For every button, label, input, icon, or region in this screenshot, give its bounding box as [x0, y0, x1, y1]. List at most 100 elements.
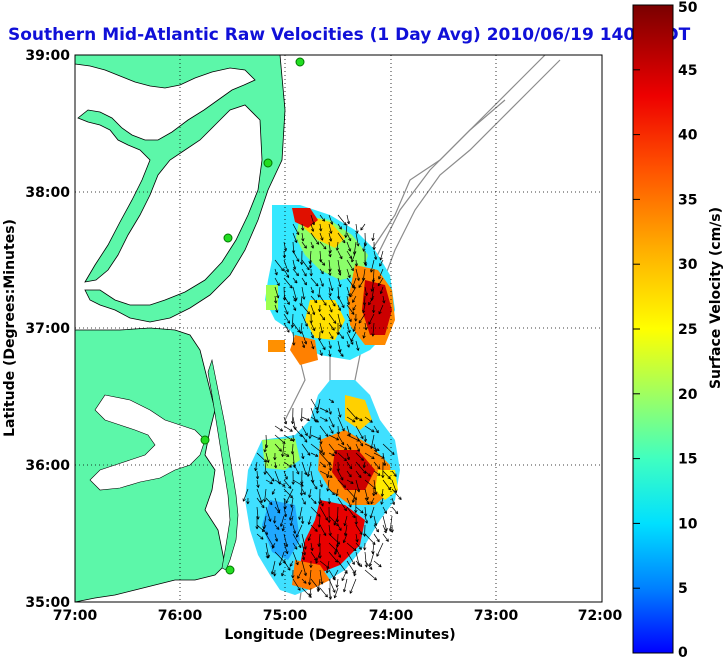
velocity-arrow	[337, 268, 342, 276]
velocity-arrow	[319, 569, 324, 585]
velocity-arrow	[263, 443, 267, 453]
velocity-arrow	[292, 277, 298, 284]
velocity-arrow	[310, 277, 319, 287]
velocity-arrow	[364, 551, 368, 568]
velocity-arrow	[333, 587, 339, 599]
velocity-arrow	[373, 425, 379, 434]
velocity-arrow	[319, 322, 324, 334]
velocity-arrow	[364, 560, 373, 570]
velocity-arrow	[319, 259, 326, 266]
velocity-arrow	[301, 241, 307, 249]
velocity-arrow	[274, 533, 279, 542]
velocity-arrow	[379, 250, 384, 261]
velocity-arrow	[301, 434, 308, 443]
velocity-arrow	[355, 533, 359, 543]
velocity-arrow	[328, 223, 333, 234]
velocity-arrow	[378, 304, 384, 315]
velocity-arrow	[346, 268, 351, 279]
velocity-arrow	[335, 488, 339, 497]
colorbar-ticks: 0 5 10 15 20 25 30 35 40 45 50	[633, 0, 698, 659]
velocity-arrow	[317, 286, 321, 298]
velocity-arrow	[355, 524, 363, 535]
velocity-arrow	[354, 259, 359, 267]
velocity-arrow	[328, 443, 337, 454]
velocity-arrow	[355, 470, 362, 479]
velocity-arrow	[319, 479, 323, 488]
velocity-arrow	[291, 569, 295, 579]
velocity-arrow	[382, 524, 387, 534]
velocity-arrow	[370, 259, 375, 273]
velocity-arrow	[337, 470, 344, 481]
velocity-arrow	[319, 295, 327, 306]
colorbar: 0 5 10 15 20 25 30 35 40 45 50 Surface Velocity (c…	[632, 0, 724, 659]
velocity-arrow	[373, 470, 381, 476]
velocity-arrow	[373, 479, 378, 495]
velocity-arrow	[355, 425, 364, 440]
velocity-arrow	[283, 241, 288, 252]
velocity-arrow	[292, 578, 301, 591]
velocity-arrow	[289, 515, 294, 527]
velocity-arrow	[265, 479, 273, 485]
velocity-arrow	[307, 515, 312, 525]
velocity-arrow	[364, 488, 369, 501]
velocity-arrow	[292, 542, 298, 550]
velocity-arrow	[283, 470, 288, 480]
velocity-arrow	[328, 452, 335, 457]
velocity-arrow	[246, 497, 250, 505]
velocity-arrow	[256, 452, 267, 463]
velocity-arrow	[344, 223, 348, 238]
land-mass	[75, 55, 286, 323]
y-tick-label: 35:00	[25, 595, 70, 611]
velocity-arrow	[292, 223, 300, 236]
velocity-arrow	[380, 488, 385, 497]
velocity-arrow	[310, 241, 314, 249]
velocity-arrow	[279, 515, 285, 527]
velocity-arrow	[355, 340, 360, 351]
velocity-arrow	[372, 241, 376, 251]
velocity-arrow	[351, 488, 357, 503]
velocity-arrow	[336, 425, 341, 435]
velocity-arrow	[351, 250, 357, 263]
velocity-arrow	[292, 259, 297, 270]
velocity-arrow	[274, 506, 281, 514]
velocity-arrow	[283, 425, 293, 432]
velocity-arrow	[256, 479, 260, 488]
velocity-arrow	[364, 569, 377, 581]
velocity-arrow	[319, 268, 324, 275]
velocity-arrow	[346, 551, 355, 565]
velocity-arrow	[382, 479, 391, 491]
velocity-arrow	[328, 331, 334, 340]
velocity-arrow	[274, 524, 280, 530]
velocity-arrow	[319, 470, 333, 478]
velocity-arrow	[364, 416, 373, 423]
velocity-arrow	[352, 295, 357, 303]
velocity-arrow	[310, 232, 320, 245]
colorbar-tick-label: 30	[678, 257, 698, 273]
velocity-arrow	[346, 452, 350, 461]
velocity-arrow	[346, 340, 350, 348]
velocity-arrow	[328, 322, 335, 331]
velocity-arrow	[319, 443, 325, 456]
velocity-arrow	[328, 416, 335, 428]
velocity-arrow	[283, 295, 290, 305]
velocity-arrow	[373, 250, 378, 260]
velocity-arrow	[289, 560, 294, 567]
velocity-arrow	[391, 488, 402, 500]
velocity-arrow	[319, 425, 329, 437]
velocity-arrow	[291, 434, 296, 442]
velocity-arrow	[360, 223, 366, 231]
velocity-arrow	[309, 313, 313, 324]
velocity-arrow	[301, 304, 310, 315]
velocity-arrow	[283, 560, 291, 571]
velocity-arrow	[343, 515, 348, 527]
velocity-arrow	[335, 241, 339, 251]
velocity-arrow	[373, 461, 381, 470]
colorbar-tick-label: 40	[678, 128, 698, 144]
sound-water	[89, 394, 206, 491]
x-tick-label: 74:00	[369, 608, 414, 624]
velocity-arrow	[301, 340, 306, 349]
velocity-arrow	[318, 488, 322, 505]
velocity-arrow	[346, 304, 355, 315]
velocity-arrow	[378, 268, 384, 280]
velocity-arrow	[337, 416, 345, 432]
